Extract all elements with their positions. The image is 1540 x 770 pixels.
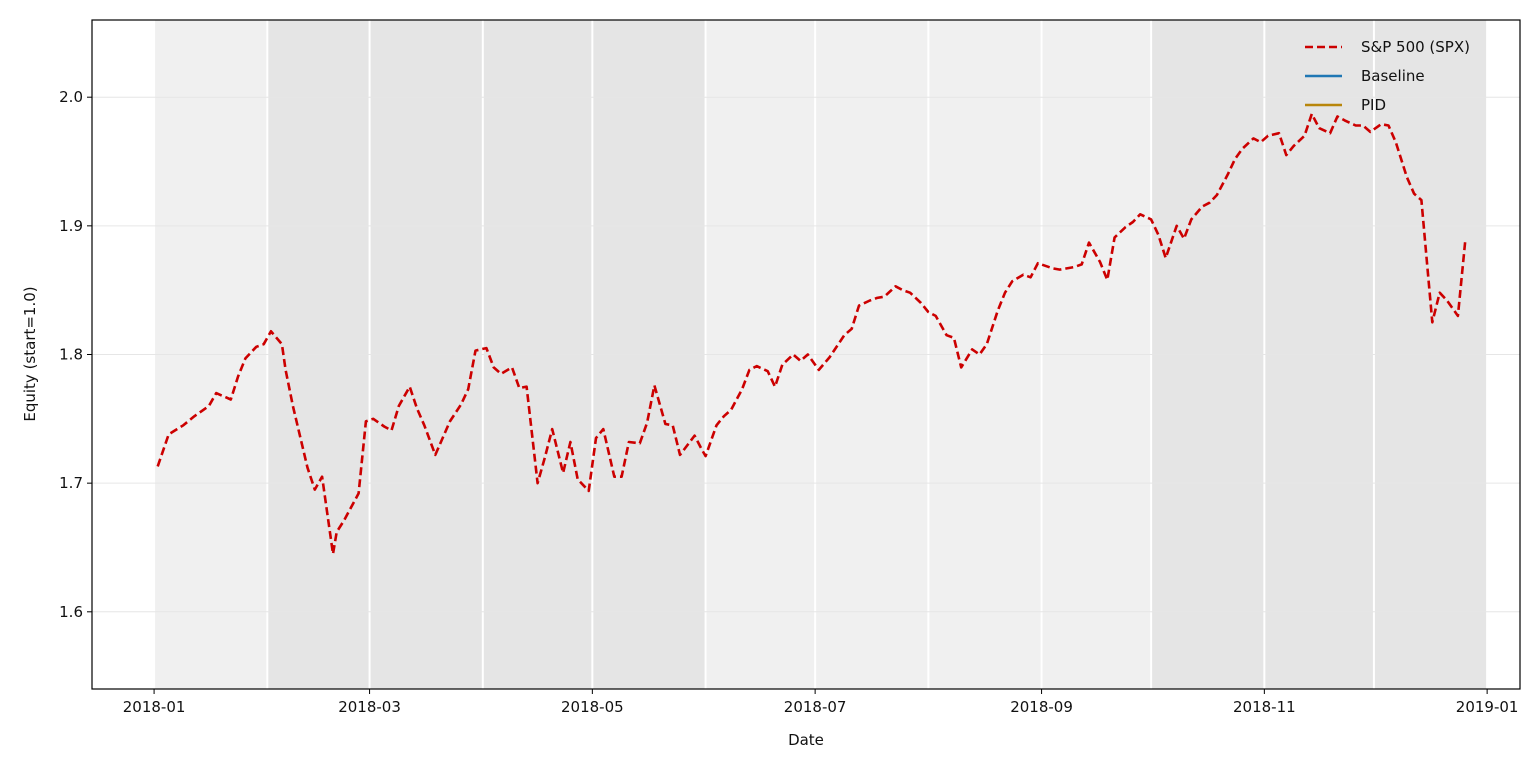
y-tick-label: 2.0 <box>59 88 83 106</box>
legend-label-baseline: Baseline <box>1361 67 1425 85</box>
x-tick-label: 2018-09 <box>1010 698 1073 716</box>
x-tick-label: 2018-05 <box>561 698 624 716</box>
legend-label-s-p-500-spx: S&P 500 (SPX) <box>1361 38 1470 56</box>
x-tick-label: 2019-01 <box>1456 698 1519 716</box>
legend-label-pid: PID <box>1361 96 1386 114</box>
y-tick-label: 1.7 <box>59 474 83 492</box>
y-axis-ticks: 1.6 1.7 1.8 1.9 2.0 <box>59 88 92 621</box>
legend: S&P 500 (SPX) Baseline PID <box>1305 38 1470 114</box>
y-axis-label: Equity (start=1.0) <box>21 286 39 421</box>
grid-lines <box>92 96 1520 613</box>
y-tick-label: 1.8 <box>59 346 83 364</box>
series-layer <box>156 112 1467 556</box>
y-tick-label: 1.9 <box>59 217 83 235</box>
x-tick-label: 2018-03 <box>338 698 401 716</box>
series-line-s-p-500-spx <box>156 112 1467 556</box>
x-axis-label: Date <box>788 731 824 749</box>
x-tick-label: 2018-07 <box>784 698 847 716</box>
x-axis-ticks: 2018-01 2018-03 2018-05 2018-07 2018-09 2018-… <box>123 689 1519 716</box>
y-tick-label: 1.6 <box>59 603 83 621</box>
x-tick-label: 2018-01 <box>123 698 186 716</box>
x-tick-label: 2018-11 <box>1233 698 1296 716</box>
